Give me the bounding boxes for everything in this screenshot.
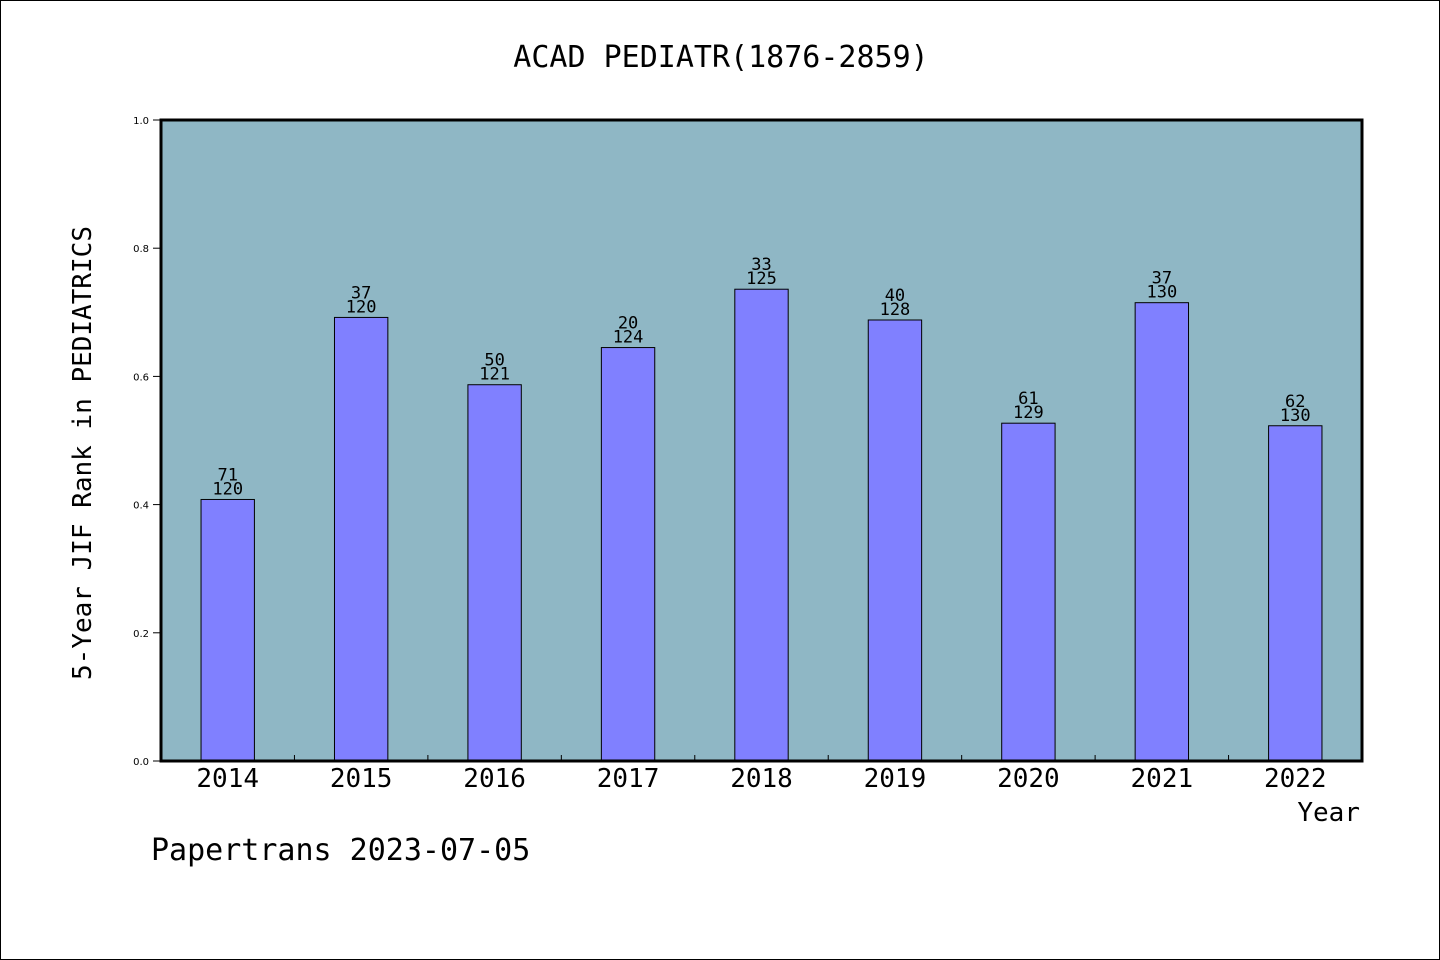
bar-2022 [1268, 425, 1323, 762]
rank-label-2014: 71 [217, 465, 237, 485]
rank-label-2019: 40 [885, 286, 905, 306]
bar-2020 [1001, 422, 1056, 762]
y-axis-label: 5-Year JIF Rank in PEDIATRICS [68, 226, 98, 680]
y-tick-label: 0.4 [133, 501, 149, 512]
plot-border [159, 118, 1364, 763]
bar-2021 [1134, 302, 1190, 762]
x-tick-label-2018: 2018 [730, 764, 793, 794]
rank-label-2017: 20 [618, 314, 638, 334]
total-label-2019: 128 [880, 300, 911, 320]
x-axis-label: Year [1297, 798, 1360, 828]
x-tick-label-2016: 2016 [463, 764, 526, 794]
total-label-2014: 120 [212, 479, 243, 499]
bar-2019 [867, 319, 923, 762]
bar-2018 [734, 288, 789, 762]
total-label-2016: 121 [479, 365, 510, 385]
rank-label-2016: 50 [484, 351, 504, 371]
x-tick-label-2020: 2020 [997, 764, 1060, 794]
x-tick-label-2019: 2019 [864, 764, 927, 794]
y-tick-label: 1.0 [133, 116, 149, 127]
y-tick-label: 0.8 [133, 244, 149, 255]
rank-label-2022: 62 [1285, 392, 1305, 412]
bar-2017 [600, 347, 656, 762]
rank-label-2018: 33 [751, 255, 771, 275]
total-label-2015: 120 [346, 297, 377, 317]
x-axis: 2014 2015 2016 2017 2018 2019 2020 2021 2022 [196, 755, 1327, 794]
watermark-text: Papertrans 2023-07-05 [151, 833, 531, 868]
bar-2014 [200, 498, 255, 762]
total-label-2021: 130 [1146, 283, 1177, 303]
x-tick-label-2022: 2022 [1264, 764, 1327, 794]
bar-2016 [467, 384, 522, 762]
chart-title: ACAD PEDIATR(1876-2859) [513, 40, 928, 75]
x-tick-label-2014: 2014 [196, 764, 259, 794]
y-axis: 0.0 0.2 0.4 0.6 0.8 1.0 [133, 116, 161, 768]
data-labels-layer: 7112037120501212012433125401286112937130… [212, 255, 1310, 499]
bar-2015 [333, 316, 389, 762]
x-tick-label-2021: 2021 [1131, 764, 1194, 794]
total-label-2018: 125 [746, 269, 777, 289]
rank-label-2021: 37 [1152, 269, 1172, 289]
bars-layer [200, 288, 1323, 762]
total-label-2017: 124 [613, 328, 644, 348]
total-label-2020: 129 [1013, 403, 1044, 423]
x-tick-label-2017: 2017 [597, 764, 660, 794]
rank-label-2020: 61 [1018, 389, 1038, 409]
y-tick-label: 0.2 [133, 629, 149, 640]
rank-label-2015: 37 [351, 283, 371, 303]
y-tick-label: 0.6 [133, 372, 149, 383]
x-tick-label-2015: 2015 [330, 764, 393, 794]
y-tick-label: 0.0 [133, 757, 149, 768]
total-label-2022: 130 [1280, 406, 1311, 426]
